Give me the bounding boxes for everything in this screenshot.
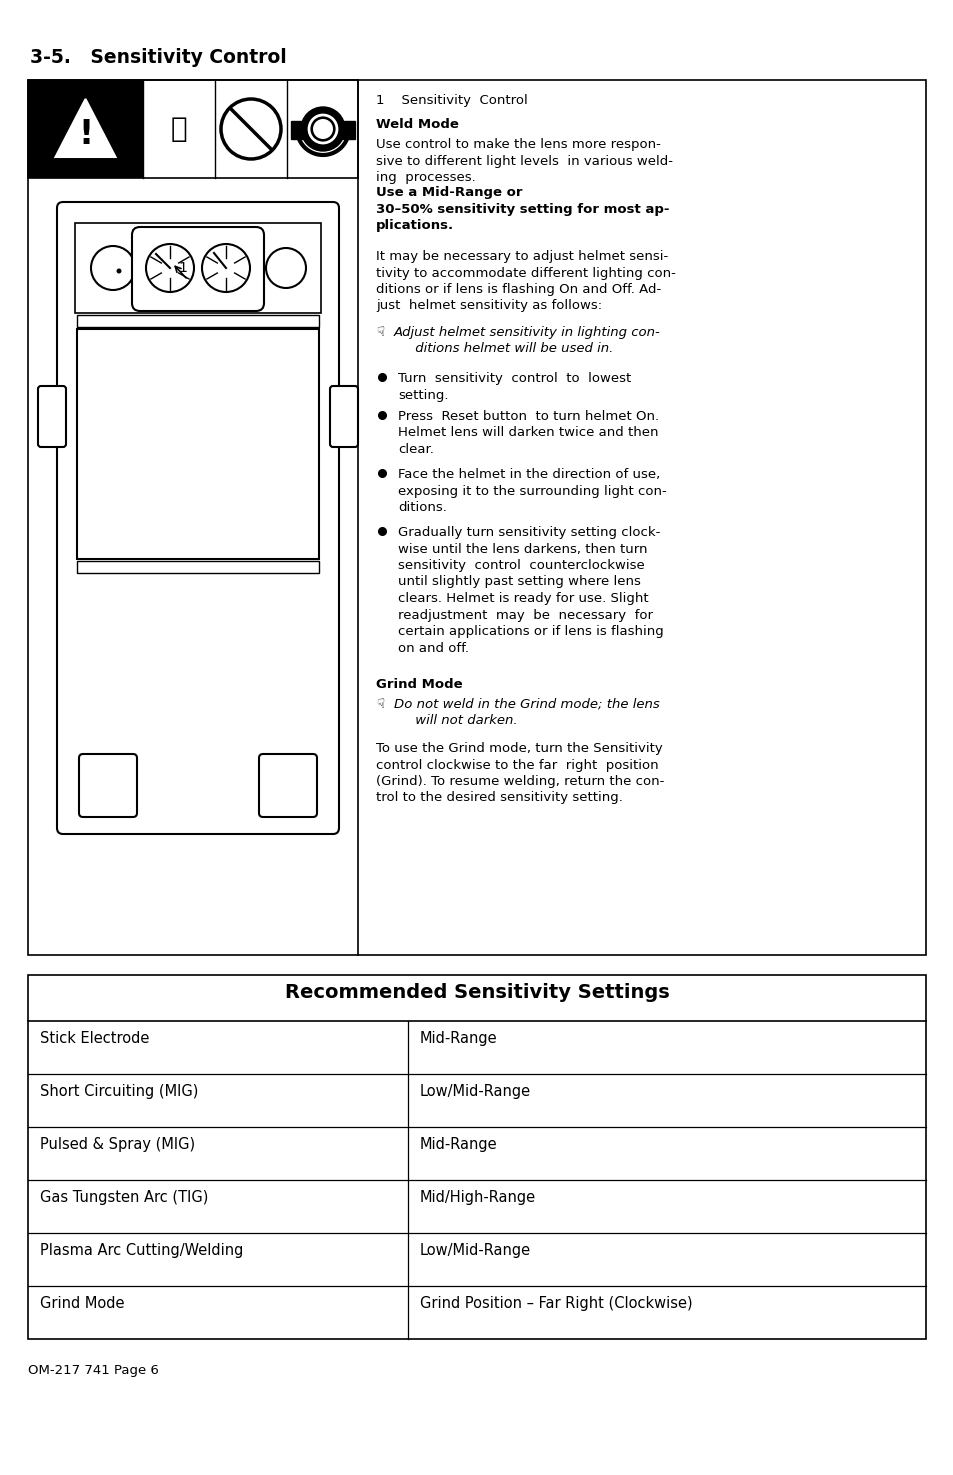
Polygon shape bbox=[55, 99, 115, 156]
Text: Do not weld in the Grind mode; the lens
     will not darken.: Do not weld in the Grind mode; the lens … bbox=[394, 698, 659, 727]
Text: Gas Tungsten Arc (TIG): Gas Tungsten Arc (TIG) bbox=[40, 1190, 208, 1205]
Bar bbox=[77, 560, 318, 572]
Text: Low/Mid-Range: Low/Mid-Range bbox=[419, 1243, 531, 1258]
FancyBboxPatch shape bbox=[258, 754, 316, 817]
FancyBboxPatch shape bbox=[79, 754, 137, 817]
Bar bbox=[343, 121, 355, 139]
FancyBboxPatch shape bbox=[38, 386, 66, 447]
Text: Short Circuiting (MIG): Short Circuiting (MIG) bbox=[40, 1084, 198, 1099]
Text: 3-5.   Sensitivity Control: 3-5. Sensitivity Control bbox=[30, 49, 287, 66]
Text: 1: 1 bbox=[178, 261, 187, 274]
Text: To use the Grind mode, turn the Sensitivity
control clockwise to the far  right : To use the Grind mode, turn the Sensitiv… bbox=[375, 742, 663, 804]
Text: Face the helmet in the direction of use,
exposing it to the surrounding light co: Face the helmet in the direction of use,… bbox=[397, 468, 666, 513]
Circle shape bbox=[313, 119, 333, 139]
Circle shape bbox=[301, 108, 345, 150]
Text: Stick Electrode: Stick Electrode bbox=[40, 1031, 150, 1046]
Text: 1    Sensitivity  Control: 1 Sensitivity Control bbox=[375, 94, 527, 108]
Text: Grind Mode: Grind Mode bbox=[375, 678, 462, 690]
Bar bbox=[77, 316, 318, 327]
Bar bbox=[28, 975, 925, 1339]
Text: Use control to make the lens more respon-
sive to different light levels  in var: Use control to make the lens more respon… bbox=[375, 139, 672, 184]
Text: 🔧: 🔧 bbox=[171, 115, 187, 143]
Text: Plasma Arc Cutting/Welding: Plasma Arc Cutting/Welding bbox=[40, 1243, 243, 1258]
Text: Use a Mid-Range or
30–50% sensitivity setting for most ap-
plications.: Use a Mid-Range or 30–50% sensitivity se… bbox=[375, 186, 669, 232]
Text: Mid-Range: Mid-Range bbox=[419, 1137, 497, 1152]
FancyBboxPatch shape bbox=[57, 202, 338, 833]
Text: Weld Mode: Weld Mode bbox=[375, 118, 458, 131]
FancyBboxPatch shape bbox=[330, 386, 357, 447]
Text: Press  Reset button  to turn helmet On.
Helmet lens will darken twice and then
c: Press Reset button to turn helmet On. He… bbox=[397, 410, 659, 456]
Text: ☟: ☟ bbox=[375, 698, 384, 711]
Bar bbox=[75, 223, 320, 313]
Text: Recommended Sensitivity Settings: Recommended Sensitivity Settings bbox=[284, 982, 669, 1002]
Bar bbox=[28, 80, 357, 178]
Text: OM-217 741 Page 6: OM-217 741 Page 6 bbox=[28, 1364, 159, 1378]
Bar bbox=[28, 80, 925, 954]
Text: Mid/High-Range: Mid/High-Range bbox=[419, 1190, 536, 1205]
Text: Adjust helmet sensitivity in lighting con-
     ditions helmet will be used in.: Adjust helmet sensitivity in lighting co… bbox=[394, 326, 660, 355]
Bar bbox=[291, 121, 303, 139]
Text: Grind Position – Far Right (Clockwise): Grind Position – Far Right (Clockwise) bbox=[419, 1297, 692, 1311]
Text: Gradually turn sensitivity setting clock-
wise until the lens darkens, then turn: Gradually turn sensitivity setting clock… bbox=[397, 527, 663, 655]
Bar bbox=[77, 329, 318, 559]
Circle shape bbox=[116, 268, 121, 273]
Text: !: ! bbox=[78, 118, 93, 150]
Text: ☟: ☟ bbox=[375, 326, 384, 339]
Text: Mid-Range: Mid-Range bbox=[419, 1031, 497, 1046]
Bar bbox=[28, 80, 143, 178]
Text: Grind Mode: Grind Mode bbox=[40, 1297, 125, 1311]
Text: Turn  sensitivity  control  to  lowest
setting.: Turn sensitivity control to lowest setti… bbox=[397, 372, 631, 401]
Text: Low/Mid-Range: Low/Mid-Range bbox=[419, 1084, 531, 1099]
Text: Pulsed & Spray (MIG): Pulsed & Spray (MIG) bbox=[40, 1137, 195, 1152]
Text: It may be necessary to adjust helmet sensi-
tivity to accommodate different ligh: It may be necessary to adjust helmet sen… bbox=[375, 249, 675, 313]
FancyBboxPatch shape bbox=[132, 227, 264, 311]
